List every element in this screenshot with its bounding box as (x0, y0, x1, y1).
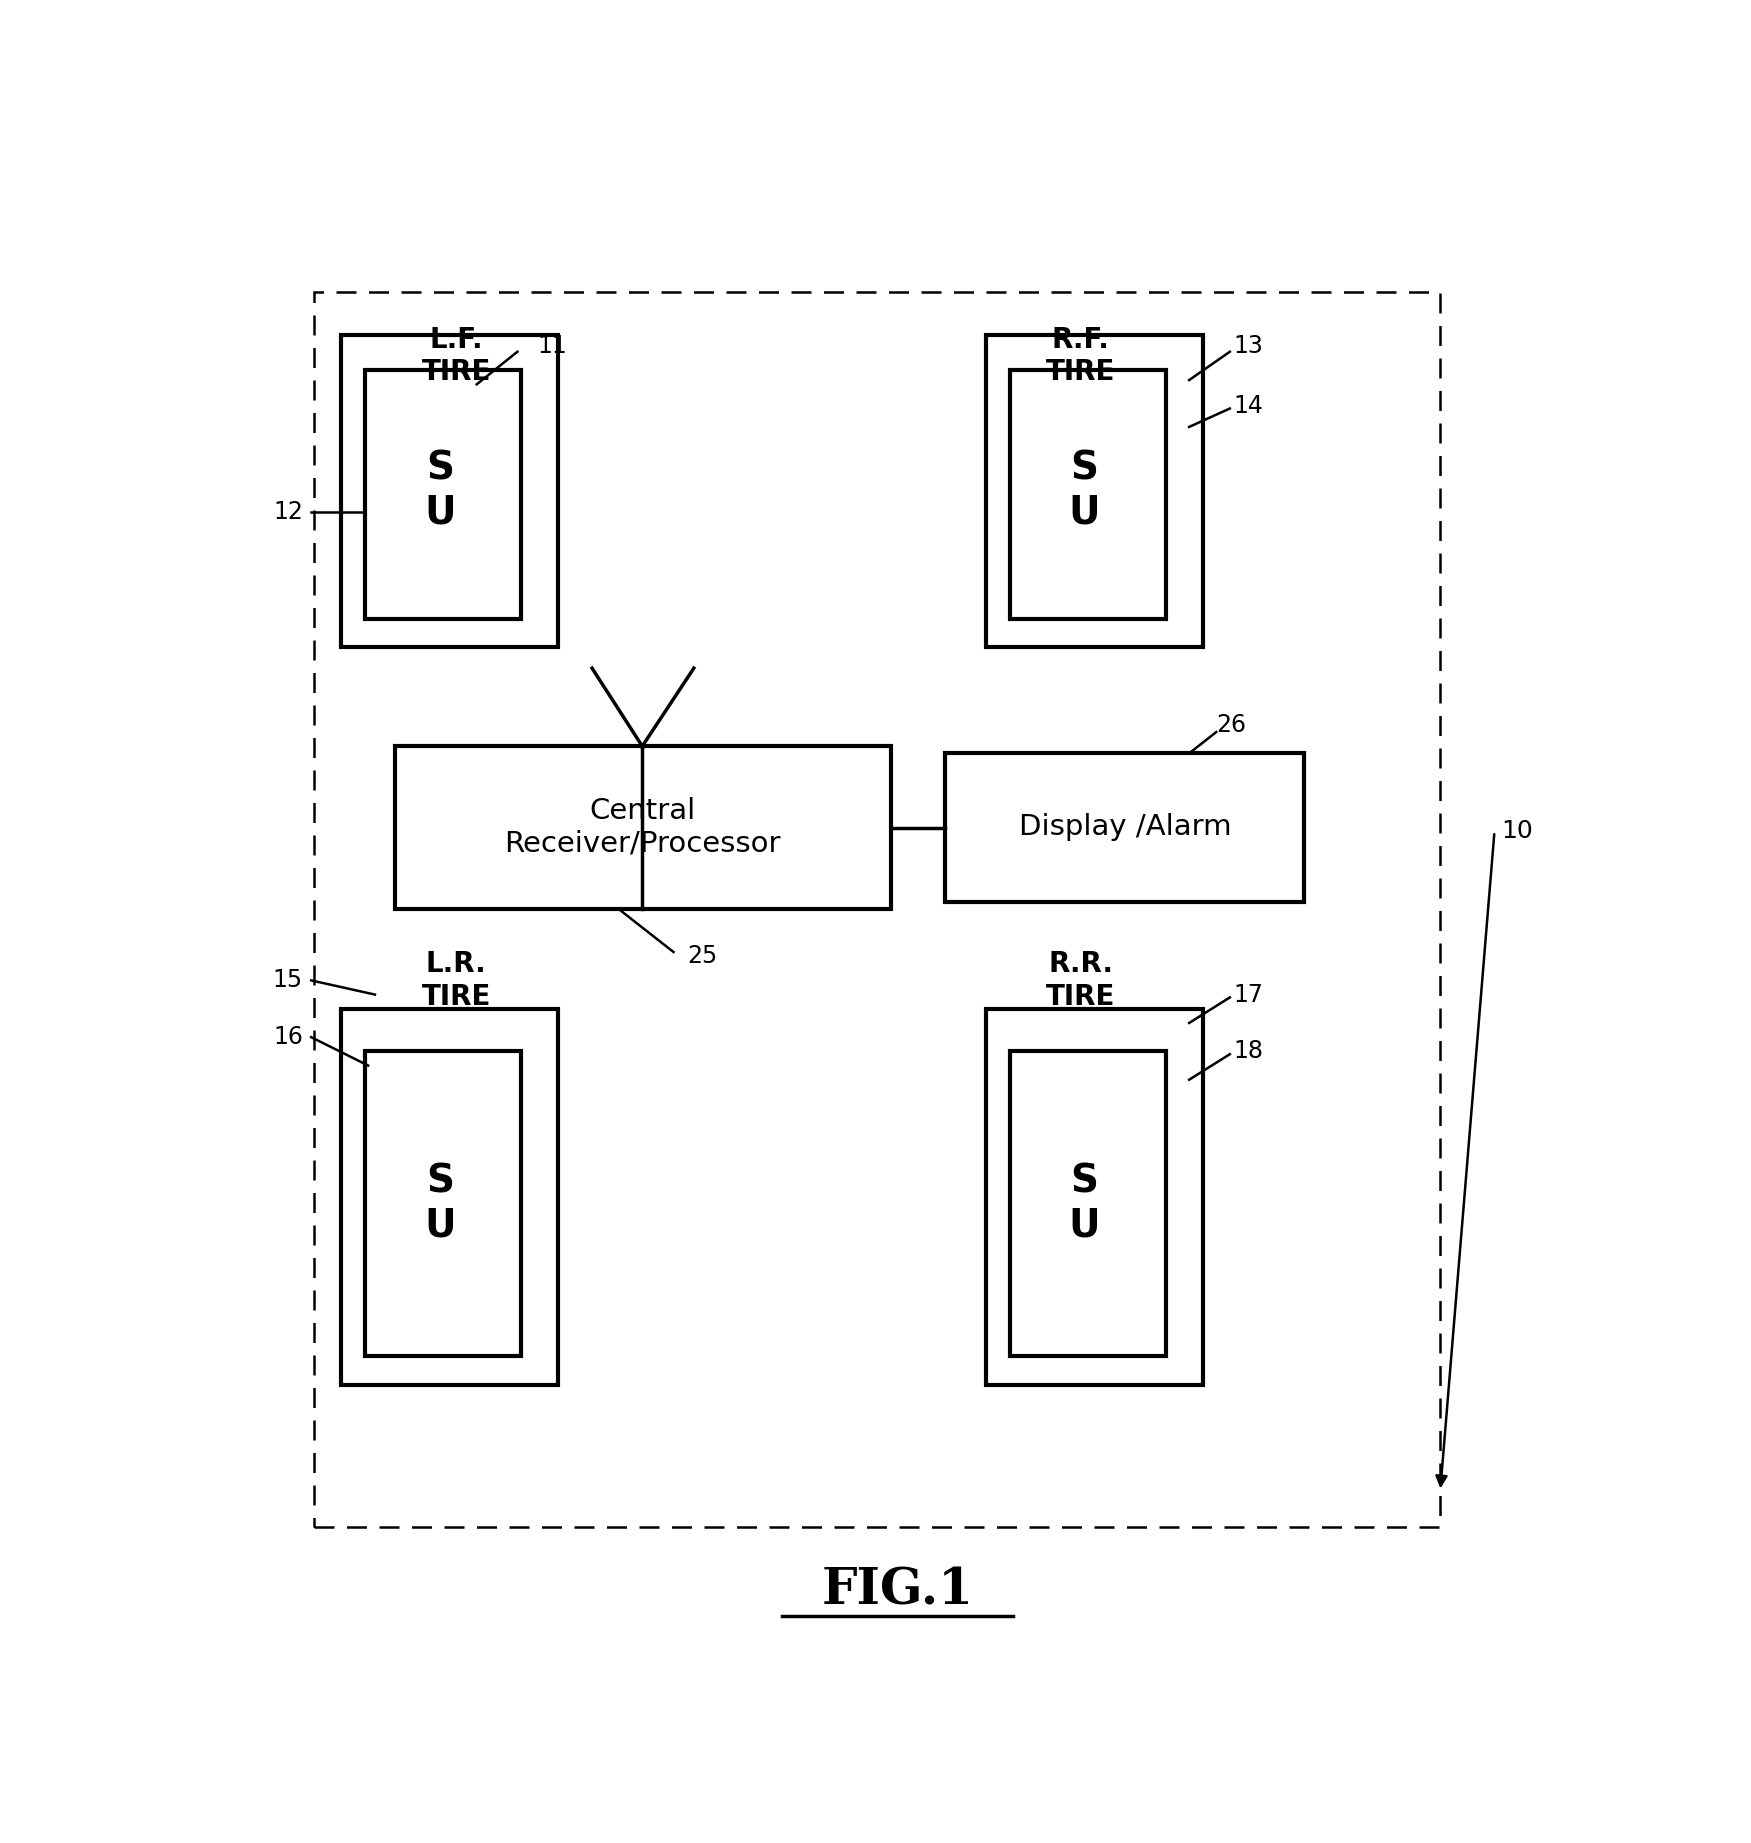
Text: 11: 11 (538, 334, 567, 358)
Bar (986, 1008, 1203, 1384)
Bar (1010, 1051, 1166, 1356)
Text: 26: 26 (1217, 713, 1247, 737)
Text: 13: 13 (1234, 334, 1264, 358)
Bar (1010, 370, 1166, 619)
Text: L.F.
TIRE: L.F. TIRE (422, 326, 490, 387)
Text: FIG.1: FIG.1 (821, 1567, 974, 1614)
Bar (341, 1008, 559, 1384)
Text: S
U: S U (1068, 1163, 1100, 1244)
Text: 18: 18 (1234, 1039, 1264, 1063)
Text: 10: 10 (1501, 820, 1534, 844)
Text: 16: 16 (273, 1025, 303, 1049)
Text: S
U: S U (424, 1163, 455, 1244)
Bar (341, 335, 559, 647)
Text: 25: 25 (686, 944, 718, 968)
Text: R.R.
TIRE: R.R. TIRE (1045, 951, 1115, 1010)
Text: R.F.
TIRE: R.F. TIRE (1045, 326, 1115, 387)
Text: 12: 12 (273, 499, 303, 523)
Text: 15: 15 (273, 968, 303, 992)
Text: 17: 17 (1234, 982, 1264, 1006)
Text: S
U: S U (1068, 450, 1100, 533)
Bar (986, 335, 1203, 647)
Bar (946, 754, 1304, 903)
Text: L.R.
TIRE: L.R. TIRE (422, 951, 490, 1010)
Text: S
U: S U (424, 450, 455, 533)
Bar (313, 293, 1439, 1526)
Text: 14: 14 (1234, 394, 1264, 418)
Bar (366, 1051, 522, 1356)
Text: Central
Receiver/Processor: Central Receiver/Processor (504, 796, 781, 857)
Bar (396, 746, 891, 909)
Text: Display /Alarm: Display /Alarm (1019, 813, 1231, 840)
Bar (366, 370, 522, 619)
